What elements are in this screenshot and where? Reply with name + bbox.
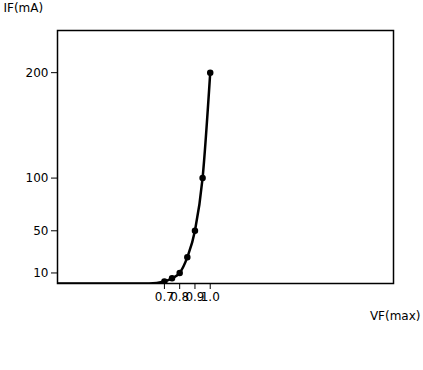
svg-text:0.9: 0.9 — [185, 290, 205, 304]
svg-text:IF(mA): IF(mA) — [4, 1, 44, 15]
svg-text:50: 50 — [33, 224, 48, 238]
svg-text:VF(max): VF(max) — [370, 309, 421, 323]
svg-text:0.7: 0.7 — [154, 290, 174, 304]
svg-text:100: 100 — [26, 171, 49, 185]
svg-text:200: 200 — [26, 66, 49, 80]
svg-text:10: 10 — [33, 266, 48, 280]
svg-text:1.0: 1.0 — [201, 290, 220, 304]
svg-text:0.8: 0.8 — [170, 290, 190, 304]
